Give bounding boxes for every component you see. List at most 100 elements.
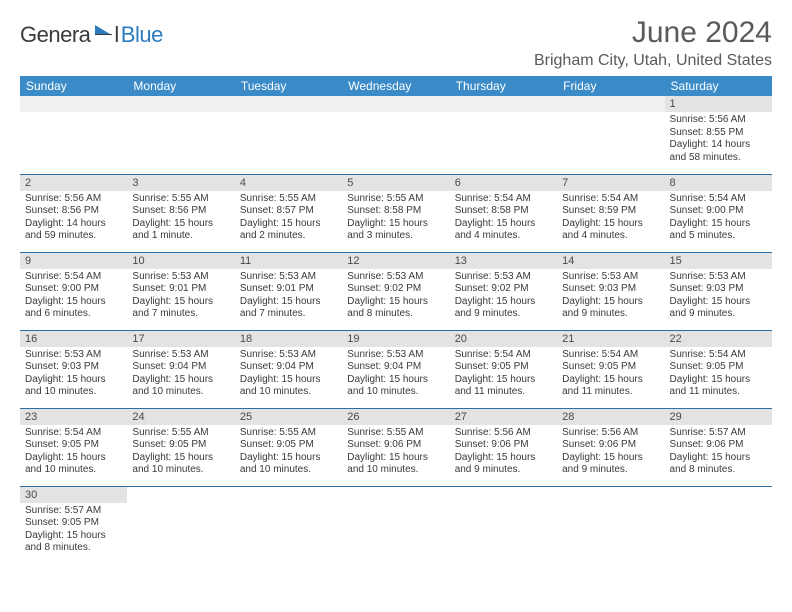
day-line: Sunset: 9:02 PM (455, 283, 552, 296)
day-line: Sunrise: 5:56 AM (25, 193, 122, 206)
day-content: Sunrise: 5:54 AMSunset: 9:05 PMDaylight:… (557, 347, 664, 402)
day-line: Sunrise: 5:53 AM (562, 271, 659, 284)
day-line: and 1 minute. (132, 230, 229, 243)
day-line: and 10 minutes. (240, 464, 337, 477)
day-line: Daylight: 15 hours (25, 374, 122, 387)
day-line: Daylight: 15 hours (25, 452, 122, 465)
day-line: Sunrise: 5:55 AM (132, 193, 229, 206)
day-content: Sunrise: 5:53 AMSunset: 9:03 PMDaylight:… (557, 269, 664, 324)
day-cell: 19Sunrise: 5:53 AMSunset: 9:04 PMDayligh… (342, 330, 449, 408)
day-cell: 26Sunrise: 5:55 AMSunset: 9:06 PMDayligh… (342, 408, 449, 486)
day-line: Sunset: 9:05 PM (132, 439, 229, 452)
day-number: 14 (557, 253, 664, 269)
day-line: Sunset: 9:05 PM (240, 439, 337, 452)
day-line: Daylight: 15 hours (670, 296, 767, 309)
day-line: Sunset: 8:55 PM (670, 127, 767, 140)
day-line: Sunrise: 5:57 AM (670, 427, 767, 440)
day-content: Sunrise: 5:57 AMSunset: 9:06 PMDaylight:… (665, 425, 772, 480)
day-cell: 27Sunrise: 5:56 AMSunset: 9:06 PMDayligh… (450, 408, 557, 486)
day-line: Daylight: 15 hours (132, 218, 229, 231)
day-line: Daylight: 14 hours (670, 139, 767, 152)
day-cell (342, 486, 449, 564)
day-number: 13 (450, 253, 557, 269)
empty-day-bar (342, 96, 449, 112)
day-line: Daylight: 14 hours (25, 218, 122, 231)
day-line: Sunrise: 5:54 AM (562, 193, 659, 206)
day-line: Sunrise: 5:55 AM (240, 427, 337, 440)
day-line: and 58 minutes. (670, 152, 767, 165)
day-line: Sunset: 9:03 PM (562, 283, 659, 296)
day-content: Sunrise: 5:56 AMSunset: 9:06 PMDaylight:… (557, 425, 664, 480)
calendar-table: SundayMondayTuesdayWednesdayThursdayFrid… (20, 76, 772, 564)
day-content: Sunrise: 5:53 AMSunset: 9:03 PMDaylight:… (665, 269, 772, 324)
day-line: Sunrise: 5:53 AM (240, 349, 337, 362)
week-row: 23Sunrise: 5:54 AMSunset: 9:05 PMDayligh… (20, 408, 772, 486)
day-line: Sunset: 9:05 PM (670, 361, 767, 374)
day-line: Sunrise: 5:55 AM (347, 193, 444, 206)
day-number: 5 (342, 175, 449, 191)
day-cell: 9Sunrise: 5:54 AMSunset: 9:00 PMDaylight… (20, 252, 127, 330)
day-line: and 10 minutes. (132, 464, 229, 477)
day-line: and 3 minutes. (347, 230, 444, 243)
day-line: Sunrise: 5:55 AM (240, 193, 337, 206)
day-number: 15 (665, 253, 772, 269)
week-row: 16Sunrise: 5:53 AMSunset: 9:03 PMDayligh… (20, 330, 772, 408)
logo: Genera l Blue (20, 22, 163, 48)
day-cell: 18Sunrise: 5:53 AMSunset: 9:04 PMDayligh… (235, 330, 342, 408)
day-cell: 23Sunrise: 5:54 AMSunset: 9:05 PMDayligh… (20, 408, 127, 486)
day-cell: 1Sunrise: 5:56 AMSunset: 8:55 PMDaylight… (665, 96, 772, 174)
day-header-monday: Monday (127, 76, 234, 96)
day-number: 26 (342, 409, 449, 425)
day-line: and 8 minutes. (670, 464, 767, 477)
day-line: Sunset: 8:59 PM (562, 205, 659, 218)
day-line: Daylight: 15 hours (562, 374, 659, 387)
day-content: Sunrise: 5:53 AMSunset: 9:04 PMDaylight:… (127, 347, 234, 402)
day-cell: 11Sunrise: 5:53 AMSunset: 9:01 PMDayligh… (235, 252, 342, 330)
empty-day-bar (127, 96, 234, 112)
day-line: Sunset: 8:58 PM (455, 205, 552, 218)
day-line: Sunrise: 5:54 AM (25, 271, 122, 284)
day-content: Sunrise: 5:56 AMSunset: 8:55 PMDaylight:… (665, 112, 772, 167)
day-cell: 13Sunrise: 5:53 AMSunset: 9:02 PMDayligh… (450, 252, 557, 330)
day-cell: 6Sunrise: 5:54 AMSunset: 8:58 PMDaylight… (450, 174, 557, 252)
day-line: Sunrise: 5:54 AM (25, 427, 122, 440)
day-line: Sunset: 9:06 PM (562, 439, 659, 452)
day-number: 16 (20, 331, 127, 347)
day-line: Sunrise: 5:53 AM (132, 349, 229, 362)
day-content: Sunrise: 5:53 AMSunset: 9:02 PMDaylight:… (450, 269, 557, 324)
day-number: 1 (665, 96, 772, 112)
day-line: and 11 minutes. (455, 386, 552, 399)
day-line: Sunrise: 5:53 AM (455, 271, 552, 284)
day-line: Sunset: 8:57 PM (240, 205, 337, 218)
day-line: Daylight: 15 hours (455, 218, 552, 231)
day-content: Sunrise: 5:54 AMSunset: 8:58 PMDaylight:… (450, 191, 557, 246)
day-number: 4 (235, 175, 342, 191)
day-line: Daylight: 15 hours (670, 452, 767, 465)
day-line: and 8 minutes. (347, 308, 444, 321)
week-row: 30Sunrise: 5:57 AMSunset: 9:05 PMDayligh… (20, 486, 772, 564)
day-cell: 12Sunrise: 5:53 AMSunset: 9:02 PMDayligh… (342, 252, 449, 330)
day-line: Daylight: 15 hours (670, 218, 767, 231)
day-line: and 11 minutes. (562, 386, 659, 399)
day-content: Sunrise: 5:54 AMSunset: 9:00 PMDaylight:… (665, 191, 772, 246)
day-line: and 7 minutes. (240, 308, 337, 321)
day-line: Sunset: 8:56 PM (132, 205, 229, 218)
day-number: 12 (342, 253, 449, 269)
day-line: Sunset: 9:05 PM (562, 361, 659, 374)
week-row: 1Sunrise: 5:56 AMSunset: 8:55 PMDaylight… (20, 96, 772, 174)
day-line: Daylight: 15 hours (347, 452, 444, 465)
day-cell: 16Sunrise: 5:53 AMSunset: 9:03 PMDayligh… (20, 330, 127, 408)
day-content: Sunrise: 5:54 AMSunset: 9:05 PMDaylight:… (20, 425, 127, 480)
day-line: Sunset: 9:06 PM (670, 439, 767, 452)
day-content: Sunrise: 5:55 AMSunset: 8:56 PMDaylight:… (127, 191, 234, 246)
day-header-saturday: Saturday (665, 76, 772, 96)
day-cell: 7Sunrise: 5:54 AMSunset: 8:59 PMDaylight… (557, 174, 664, 252)
day-line: Daylight: 15 hours (132, 452, 229, 465)
day-number: 25 (235, 409, 342, 425)
day-cell (20, 96, 127, 174)
day-line: Daylight: 15 hours (240, 452, 337, 465)
day-content: Sunrise: 5:53 AMSunset: 9:03 PMDaylight:… (20, 347, 127, 402)
day-line: Sunset: 9:06 PM (347, 439, 444, 452)
day-line: Sunset: 9:06 PM (455, 439, 552, 452)
empty-day-bar (235, 96, 342, 112)
